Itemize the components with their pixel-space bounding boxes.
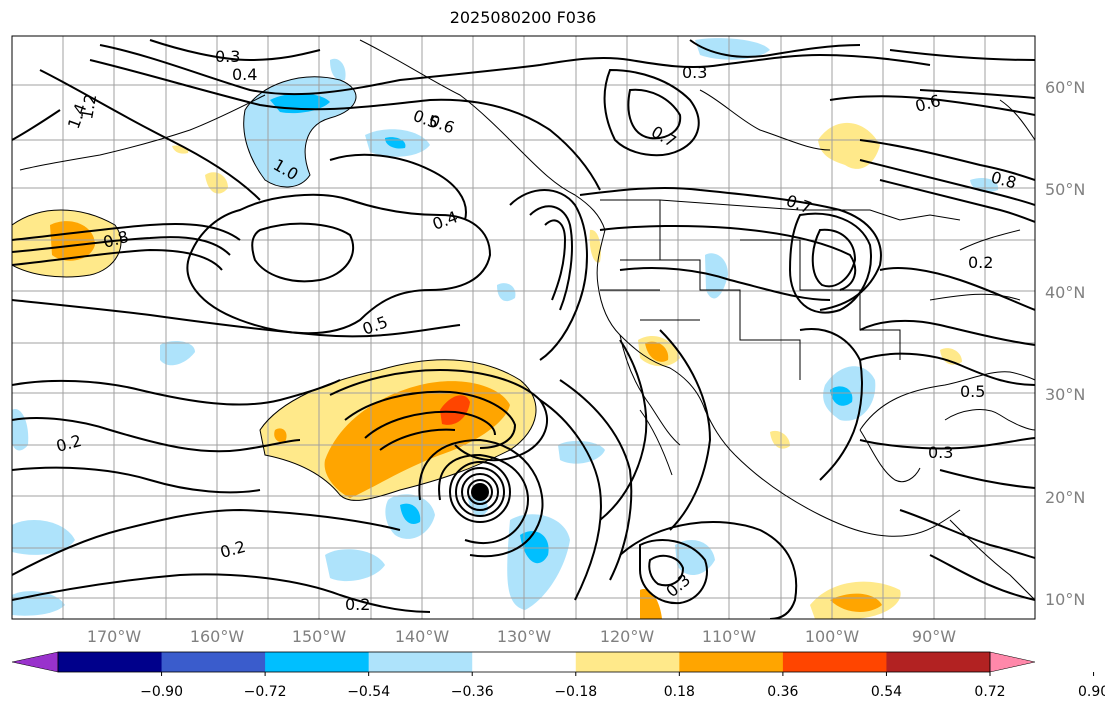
colorbar-tick-label: 0.18 xyxy=(664,684,695,700)
contour-label: 0.3 xyxy=(928,443,953,462)
colorbar-bin xyxy=(265,652,370,672)
lon-label: 90°W xyxy=(912,627,956,646)
colorbar-bin xyxy=(575,652,680,672)
colorbar-bin xyxy=(679,652,784,672)
colorbar-extend-min xyxy=(11,651,59,673)
lon-label: 130°W xyxy=(497,627,552,646)
colorbar-outline xyxy=(57,651,991,673)
colorbar-bin xyxy=(886,652,991,672)
colorbar-bin xyxy=(58,652,163,672)
colorbar-tick-label: −0.54 xyxy=(347,684,390,700)
lon-label: 170°W xyxy=(87,627,142,646)
lat-label: 50°N xyxy=(1045,180,1085,199)
lon-label: 120°W xyxy=(600,627,655,646)
lat-label: 20°N xyxy=(1045,488,1085,507)
contour-label: 1.2 xyxy=(77,92,100,120)
colorbar-tick-label: 0.72 xyxy=(974,684,1005,700)
lat-label: 60°N xyxy=(1045,78,1085,97)
lat-label: 40°N xyxy=(1045,283,1085,302)
contour-label: 0.3 xyxy=(682,63,707,82)
colorbar-tick-label: 0.36 xyxy=(767,684,798,700)
colorbar-tick-label: −0.18 xyxy=(554,684,597,700)
colorbar-tick-label: −0.36 xyxy=(451,684,494,700)
lat-label: 10°N xyxy=(1045,590,1085,609)
contour-label: 0.3 xyxy=(215,47,240,66)
contour-label: 0.2 xyxy=(345,595,370,614)
lon-label: 110°W xyxy=(702,627,757,646)
lon-label: 100°W xyxy=(805,627,860,646)
negative-anomaly-shading xyxy=(12,38,999,616)
colorbar-bin xyxy=(368,652,473,672)
colorbar-extend-max xyxy=(989,651,1036,673)
lon-label: 160°W xyxy=(190,627,245,646)
colorbar-tick-label: −0.90 xyxy=(140,684,183,700)
map-layers xyxy=(12,36,1035,619)
lon-label: 140°W xyxy=(395,627,450,646)
colorbar-bin xyxy=(472,652,577,672)
colorbar-tick-label: 0.54 xyxy=(871,684,902,700)
map-frame xyxy=(11,35,1036,620)
lat-label: 30°N xyxy=(1045,385,1085,404)
colorbar-bin xyxy=(782,652,887,672)
contour-label: 0.4 xyxy=(232,65,257,84)
contour-label: 0.2 xyxy=(968,253,993,272)
latitude-labels: 60°N 50°N 40°N 30°N 20°N 10°N xyxy=(1045,78,1085,609)
storm-center-marker xyxy=(471,483,489,501)
contour-label: 0.5 xyxy=(960,382,985,401)
colorbar-tick-label: −0.72 xyxy=(244,684,287,700)
map-title: 2025080200 F036 xyxy=(449,8,597,27)
colorbar: −0.90 −0.72 −0.54 −0.36 −0.18 0.18 0.36 0.54 0.7… xyxy=(11,651,1105,700)
colorbar-tick-label: 0.90 xyxy=(1078,684,1105,700)
contour-lines xyxy=(12,39,1035,619)
shading-outline xyxy=(12,76,537,501)
colorbar-bin xyxy=(161,652,266,672)
lon-label: 150°W xyxy=(292,627,347,646)
longitude-labels: 170°W 160°W 150°W 140°W 130°W 120°W 110°… xyxy=(87,627,956,646)
